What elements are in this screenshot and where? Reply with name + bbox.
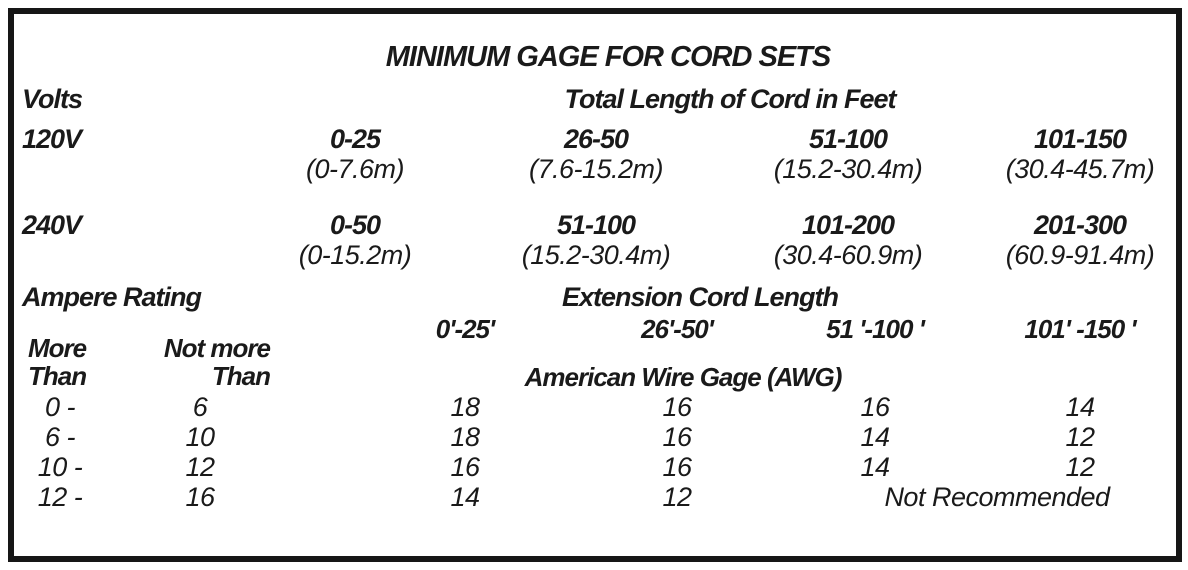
more-value: 12 - [37, 482, 83, 512]
awg-value: 14 [860, 422, 890, 452]
ampere-rating-header: Ampere Rating [22, 282, 202, 312]
awg-value: 12 [1065, 422, 1095, 452]
awg-value: 16 [860, 392, 890, 422]
cord-length-meters: (0-7.6m) [305, 154, 405, 184]
total-length-header: Total Length of Cord in Feet [564, 84, 897, 114]
cord-length-meters: (60.9-91.4m) [1005, 240, 1155, 270]
more-value: 0 - [44, 392, 76, 422]
cord-length-feet: 101-200 [801, 210, 895, 240]
awg-header: American Wire Gage (AWG) [524, 362, 843, 392]
cord-length-cell: 201-300 (60.9-91.4m) [1006, 210, 1155, 270]
cord-length-cell: 26-50 (7.6-15.2m) [528, 124, 664, 184]
not-more-value: 6 [192, 392, 208, 422]
not-more-than-header: Not more Than [110, 333, 271, 391]
cord-length-cell: 101-200 (30.4-60.9m) [774, 210, 923, 270]
cord-length-feet: 26-50 [563, 124, 629, 154]
not-recommended-note: Not Recommended [884, 482, 1110, 512]
cord-length-cell: 0-50 (0-15.2m) [299, 210, 412, 270]
volt-row-label-120v: 120V [22, 124, 82, 154]
cord-length-meters: (30.4-60.9m) [773, 240, 923, 270]
awg-value: 18 [450, 392, 480, 422]
cord-length-meters: (30.4-45.7m) [1005, 154, 1155, 184]
not-more-line2: Than [211, 361, 271, 391]
length-col-header: 26'-50' [641, 314, 714, 344]
not-more-value: 12 [185, 452, 215, 482]
cord-length-meters: (15.2-30.4m) [521, 240, 671, 270]
awg-value: 14 [860, 452, 890, 482]
awg-value: 12 [1065, 452, 1095, 482]
cord-length-cell: 51-100 (15.2-30.4m) [522, 210, 671, 270]
awg-value: 16 [662, 422, 692, 452]
awg-value: 14 [1065, 392, 1095, 422]
cord-length-feet: 101-150 [1033, 124, 1127, 154]
cord-length-feet: 0-50 [329, 210, 381, 240]
cord-length-meters: (15.2-30.4m) [773, 154, 923, 184]
not-more-value: 10 [185, 422, 215, 452]
cord-length-cell: 51-100 (15.2-30.4m) [774, 124, 923, 184]
not-more-value: 16 [185, 482, 215, 512]
awg-value: 18 [450, 422, 480, 452]
cord-length-cell: 101-150 (30.4-45.7m) [1006, 124, 1155, 184]
cord-length-meters: (7.6-15.2m) [528, 154, 664, 184]
extension-cord-length-header: Extension Cord Length [562, 282, 839, 312]
more-than-line2: Than [28, 361, 87, 391]
length-col-header: 51 '-100 ' [826, 314, 925, 344]
length-col-header: 0'-25' [435, 314, 495, 344]
more-value: 6 - [44, 422, 76, 452]
cord-length-cell: 0-25 (0-7.6m) [305, 124, 405, 184]
not-more-line1: Not more [163, 333, 271, 363]
table-border-frame [8, 8, 1182, 562]
more-than-header: More Than [28, 333, 87, 391]
cord-length-feet: 201-300 [1033, 210, 1127, 240]
volts-header: Volts [22, 84, 83, 114]
awg-value: 12 [662, 482, 692, 512]
more-value: 10 - [37, 452, 83, 482]
awg-value: 16 [662, 452, 692, 482]
cord-length-meters: (0-15.2m) [298, 240, 412, 270]
awg-value: 16 [662, 392, 692, 422]
table-title: MINIMUM GAGE FOR CORD SETS [385, 41, 831, 73]
awg-value: 16 [450, 452, 480, 482]
volt-row-label-240v: 240V [22, 210, 82, 240]
cord-length-feet: 51-100 [808, 124, 888, 154]
length-col-header: 101' -150 ' [1024, 314, 1136, 344]
more-than-line1: More [28, 333, 87, 363]
cord-length-feet: 51-100 [556, 210, 636, 240]
cord-length-feet: 0-25 [329, 124, 381, 154]
awg-value: 14 [450, 482, 480, 512]
